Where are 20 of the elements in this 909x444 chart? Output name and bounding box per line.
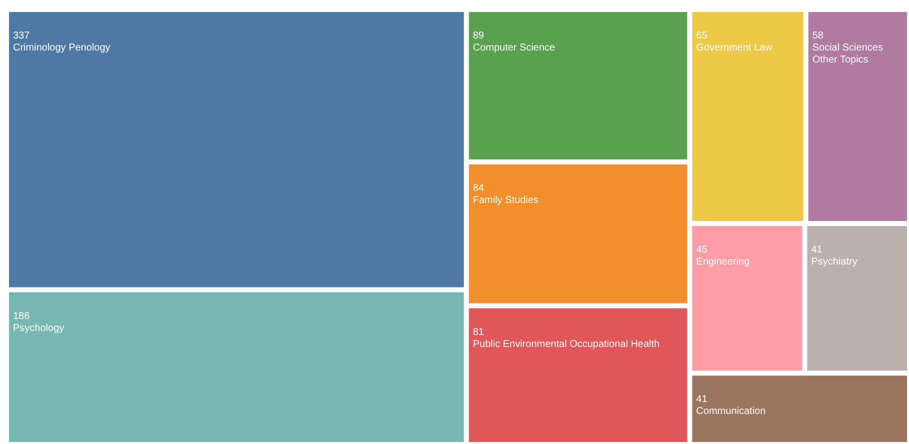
category-label: Psychiatry <box>811 256 858 268</box>
category-label: Criminology Penology <box>13 42 110 54</box>
data-label: 41 <box>811 244 823 256</box>
data-label: 41 <box>696 394 708 406</box>
data-label: 45 <box>696 244 708 256</box>
category-label: Government Law <box>696 42 774 54</box>
data-label: 81 <box>472 326 484 338</box>
category-label: Social Sciences Other Topics <box>812 42 886 66</box>
data-label: 65 <box>696 30 708 42</box>
category-label: Public Environmental Occupational Health <box>472 338 660 350</box>
category-label: Computer Science <box>472 42 556 54</box>
category-label: Family Studies <box>472 194 538 206</box>
data-label: 337 <box>13 30 30 42</box>
category-label: Psychology <box>13 322 64 334</box>
category-label: Engineering <box>696 256 750 268</box>
data-label: 89 <box>472 30 484 42</box>
data-label: 58 <box>812 30 824 42</box>
category-label: Communication <box>696 406 766 418</box>
data-label: 84 <box>472 182 484 194</box>
data-label: 186 <box>13 310 30 322</box>
